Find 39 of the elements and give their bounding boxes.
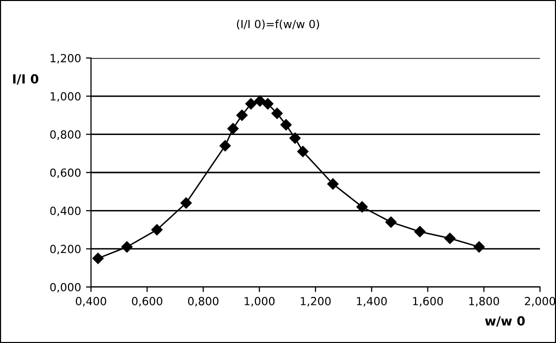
point: [385, 216, 397, 228]
point: [444, 232, 456, 244]
point: [245, 98, 257, 110]
x-tick-label: 1,000: [244, 296, 275, 306]
y-tick-label: 0,400: [50, 206, 81, 216]
point: [151, 224, 163, 236]
y-tick-label: 0,600: [50, 168, 81, 178]
y-tick-label: 0,000: [50, 282, 81, 293]
point: [121, 241, 133, 253]
x-tick-label: 1,200: [300, 296, 331, 306]
y-axis-title: I/I 0: [13, 74, 38, 85]
point: [289, 132, 301, 144]
chart-title: (I/I 0)=f(w/w 0): [236, 20, 320, 30]
x-tick-label: 0,600: [132, 296, 162, 306]
point: [414, 226, 426, 238]
x-axis-title: w/w 0: [485, 316, 525, 327]
point: [236, 110, 248, 121]
point: [227, 123, 239, 134]
point: [220, 140, 231, 152]
x-tick-label: 0,400: [76, 296, 106, 306]
y-tick-label: 0,200: [50, 244, 81, 254]
point: [356, 201, 368, 212]
x-tick-label: 1,400: [356, 296, 387, 306]
point: [271, 108, 283, 119]
x-tick-label: 2,000: [524, 296, 556, 306]
y-tick-label: 0,800: [50, 130, 81, 140]
point: [297, 146, 308, 158]
y-tick-label: 1,000: [50, 92, 81, 102]
point: [92, 252, 104, 264]
point: [474, 241, 485, 253]
point: [254, 95, 266, 107]
x-tick-label: 0,800: [188, 296, 218, 306]
x-tick-label: 1,800: [469, 296, 500, 306]
y-tick-label: 1,200: [50, 54, 81, 64]
point: [280, 119, 292, 130]
x-tick-label: 1,600: [413, 296, 443, 306]
point: [327, 178, 339, 190]
point: [180, 197, 192, 209]
point: [262, 98, 274, 110]
